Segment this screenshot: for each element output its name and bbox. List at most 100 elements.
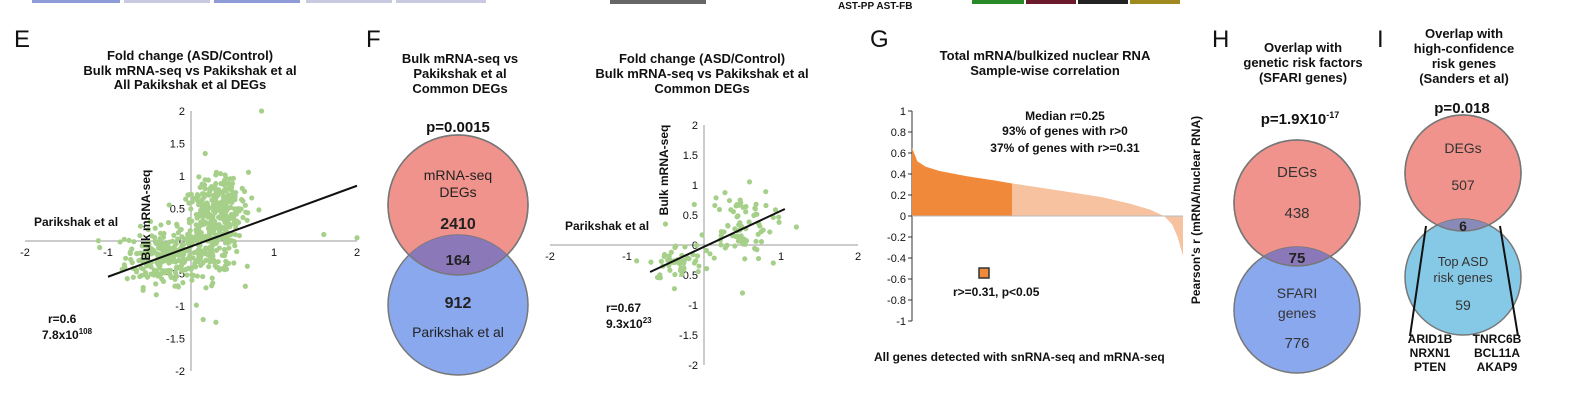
- scatter-point: [197, 256, 203, 262]
- scatter-point: [202, 177, 208, 183]
- scatter-point: [200, 273, 206, 280]
- scatter-point: [152, 225, 158, 231]
- top-strip-bar: [214, 0, 300, 3]
- venn-f-bottom-label: Parikshak et al: [412, 324, 504, 340]
- scatter-point: [187, 255, 194, 261]
- scatter-point: [192, 235, 198, 241]
- scatter-point: [746, 179, 753, 185]
- scatter-point: [213, 247, 219, 254]
- venn-i-bottom-label-1: Top ASD: [1438, 254, 1489, 269]
- scatter-point: [225, 196, 231, 202]
- scatter-point: [725, 222, 731, 229]
- scatter-point: [244, 217, 250, 223]
- scatter-point: [206, 229, 212, 235]
- panel-e-title-1: Fold change (ASD/Control): [107, 48, 273, 63]
- panel-g-legend-label: r>=0.31, p<0.05: [953, 285, 1040, 299]
- venn-h-bottom-label-1: SFARI: [1277, 285, 1317, 301]
- scatter-point: [202, 150, 208, 157]
- scatter-point: [175, 283, 181, 289]
- scatter-point: [739, 290, 746, 296]
- scatter-point: [168, 273, 174, 280]
- scatter-point: [199, 222, 206, 228]
- panel-e: E Fold change (ASD/Control) Bulk mRNA-se…: [14, 26, 360, 378]
- top-strip-label: AST-PP AST-FB: [838, 1, 912, 12]
- scatter-point: [223, 206, 229, 212]
- y-tick-label: 0.5: [683, 210, 698, 222]
- scatter-point: [206, 264, 212, 270]
- panel-f-ylabel: Bulk mRNA-seq: [657, 125, 671, 216]
- scatter-point: [770, 260, 776, 266]
- scatter-point: [738, 233, 744, 239]
- scatter-point: [210, 224, 216, 230]
- scatter-point: [203, 245, 209, 251]
- scatter-point: [661, 253, 667, 260]
- y-tick-label: -1.5: [679, 330, 698, 342]
- scatter-point: [219, 252, 225, 259]
- y-tick-label: 1: [900, 106, 906, 118]
- scatter-point: [169, 245, 175, 252]
- scatter-point: [793, 224, 800, 230]
- panel-h-p: p=1.9X10-17: [1261, 110, 1339, 128]
- scatter-point: [198, 235, 204, 241]
- scatter-point: [174, 223, 180, 229]
- y-tick-label: 0.6: [891, 148, 906, 160]
- scatter-point: [229, 194, 236, 200]
- panel-g: G Total mRNA/bulkized nuclear RNA Sample…: [870, 26, 1203, 364]
- scatter-point: [742, 241, 748, 247]
- scatter-point: [189, 218, 195, 224]
- scatter-point: [203, 257, 209, 263]
- scatter-point: [699, 232, 705, 238]
- scatter-point: [216, 228, 223, 235]
- scatter-point: [231, 206, 238, 212]
- y-tick-label: 1.5: [170, 139, 185, 151]
- regression-line: [649, 208, 786, 273]
- regression-line: [107, 184, 358, 278]
- scatter-point: [194, 197, 201, 204]
- scatter-point: [142, 252, 148, 258]
- scatter-point: [117, 239, 123, 245]
- scatter-point: [757, 223, 763, 229]
- scatter-point: [216, 221, 222, 228]
- scatter-point: [194, 191, 201, 198]
- scatter-point: [185, 247, 191, 254]
- scatter-point: [223, 186, 229, 192]
- scatter-point: [256, 207, 262, 213]
- scatter-point: [147, 218, 154, 225]
- scatter-point: [222, 235, 228, 242]
- scatter-point: [188, 206, 194, 212]
- panel-g-letter: G: [870, 26, 889, 53]
- scatter-point: [258, 108, 265, 114]
- scatter-point: [171, 232, 177, 238]
- scatter-point: [156, 242, 162, 248]
- venn-i-overlap-count: 6: [1459, 218, 1467, 234]
- scatter-point: [196, 211, 202, 217]
- scatter-point: [694, 253, 701, 259]
- scatter-point: [228, 232, 234, 238]
- scatter-point: [138, 272, 145, 279]
- scatter-point: [225, 260, 232, 266]
- scatter-point: [668, 249, 674, 255]
- scatter-point: [235, 219, 242, 226]
- x-tick-label: -1: [103, 247, 113, 259]
- venn-h-overlap-count: 75: [1289, 250, 1306, 267]
- venn-f-top-label-2: DEGs: [439, 184, 476, 200]
- venn-f-overlap-count: 164: [445, 252, 471, 269]
- top-strip-bar: [1026, 0, 1076, 4]
- panel-g-legend-swatch: [978, 267, 990, 279]
- scatter-point: [157, 230, 164, 236]
- scatter-point: [208, 218, 214, 224]
- scatter-point: [772, 207, 779, 213]
- scatter-point: [130, 274, 136, 280]
- scatter-point: [145, 226, 151, 233]
- scatter-point: [184, 272, 190, 278]
- top-strip: AST-PP AST-FB: [32, 0, 1180, 12]
- panel-e-r: r=0.6: [48, 312, 77, 326]
- y-tick-label: 1: [179, 171, 185, 183]
- panel-f-xlabel: Parikshak et al: [565, 219, 649, 233]
- scatter-point: [179, 234, 185, 240]
- x-tick-label: -1: [622, 251, 632, 263]
- scatter-point: [153, 292, 159, 298]
- panel-f-venn-title-2: Pakikshak et al: [413, 66, 506, 81]
- scatter-point: [97, 244, 103, 251]
